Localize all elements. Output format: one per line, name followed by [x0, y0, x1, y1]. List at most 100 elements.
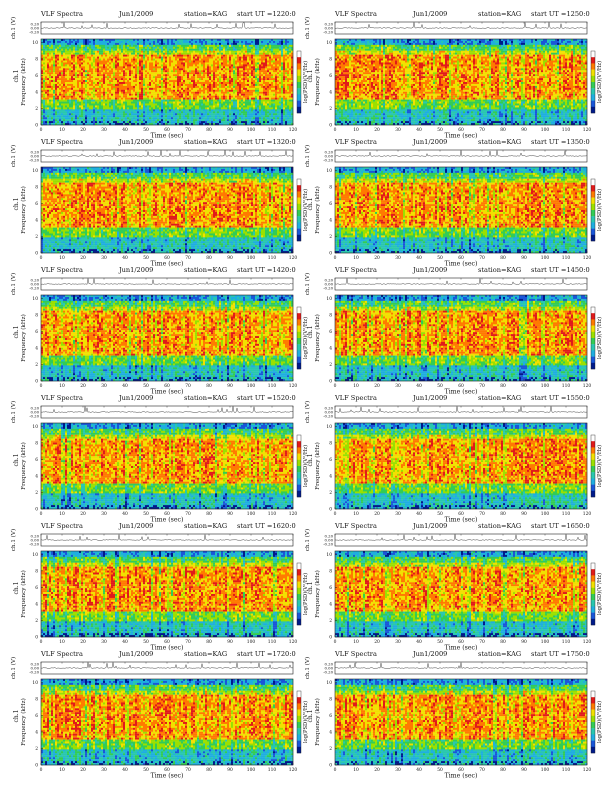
spectrogram-cell	[81, 104, 83, 106]
spectrogram-cell	[117, 78, 119, 80]
spectrogram-cell	[105, 80, 107, 82]
spectrogram-cell	[185, 84, 187, 86]
spectrogram-cell	[237, 43, 239, 45]
spectrogram-cell	[253, 117, 255, 119]
spectrogram-cell	[105, 64, 107, 66]
spectrogram-cell	[123, 111, 125, 113]
spectrogram-cell	[119, 55, 121, 57]
spectrogram-cell	[105, 102, 107, 104]
spectrogram-cell	[237, 45, 239, 47]
spectrogram-cell	[115, 104, 117, 106]
spectrogram-cell	[187, 100, 189, 102]
spectrogram-cell	[227, 100, 229, 102]
spectrogram-cell	[177, 39, 179, 41]
spectrogram-cell	[109, 49, 111, 51]
spectrogram-cell	[71, 78, 73, 80]
spectrogram-cell	[137, 62, 139, 64]
spectrogram-cell	[241, 88, 243, 90]
spectrogram-cell	[117, 57, 119, 59]
spectrogram-cell	[247, 59, 249, 61]
spectrogram-cell	[157, 88, 159, 90]
spectrogram-cell	[185, 78, 187, 80]
spectrogram-cell	[229, 98, 231, 100]
spectrogram-cell	[251, 115, 253, 117]
spectrogram-cell	[95, 94, 97, 96]
spectrogram-cell	[119, 98, 121, 100]
spectrogram-cell	[213, 80, 215, 82]
spectrogram-cell	[65, 41, 67, 43]
spectrogram-cell	[123, 78, 125, 80]
spectrogram-cell	[59, 104, 61, 106]
spectrogram-cell	[195, 59, 197, 61]
spectrogram-cell	[259, 66, 261, 68]
spectrogram-cell	[165, 98, 167, 100]
spectrogram-cell	[235, 92, 237, 94]
spectrogram-cell	[197, 117, 199, 119]
spectrogram-cell	[259, 111, 261, 113]
spectrogram-cell	[227, 61, 229, 63]
spectrogram-cell	[107, 61, 109, 63]
spectrogram-cell	[103, 41, 105, 43]
spectrogram-cell	[45, 90, 47, 92]
spectrogram-cell	[161, 78, 163, 80]
spectrogram-cell	[233, 98, 235, 100]
spectrogram-cell	[193, 41, 195, 43]
spectrogram-cell	[137, 66, 139, 68]
spectrogram-cell	[121, 66, 123, 68]
spectrogram-cell	[243, 104, 245, 106]
spectrogram-cell	[91, 39, 93, 41]
spectrogram-cell	[153, 80, 155, 82]
spectrogram-cell	[185, 51, 187, 53]
spectrogram-cell	[209, 96, 211, 98]
spectrogram-cell	[85, 61, 87, 63]
spectrogram-cell	[227, 92, 229, 94]
spectrogram-cell	[203, 41, 205, 43]
spectrogram-cell	[189, 111, 191, 113]
spectrogram-cell	[215, 107, 217, 109]
spectrogram-cell	[193, 55, 195, 57]
spectrogram-cell	[87, 74, 89, 76]
spectrogram-cell	[251, 76, 253, 78]
spectrogram-cell	[87, 109, 89, 111]
spectrogram-cell	[223, 113, 225, 115]
spectrogram-cell	[85, 59, 87, 61]
spectrogram-cell	[209, 117, 211, 119]
spectrogram-cell	[243, 113, 245, 115]
spectrogram-cell	[153, 78, 155, 80]
spectrogram-cell	[129, 115, 131, 117]
spectrogram-cell	[213, 86, 215, 88]
spectrogram-cell	[59, 78, 61, 80]
spectrogram-cell	[247, 94, 249, 96]
spectrogram-cell	[163, 55, 165, 57]
spectrogram-cell	[181, 86, 183, 88]
spectrogram-cell	[91, 109, 93, 111]
spectrogram-cell	[105, 86, 107, 88]
spectrogram-cell	[249, 39, 251, 41]
spectrogram-cell	[95, 41, 97, 43]
spectrogram-cell	[81, 55, 83, 57]
spectrogram-cell	[221, 111, 223, 113]
spectrogram-cell	[201, 57, 203, 59]
spectrogram-cell	[103, 68, 105, 70]
spectrogram-cell	[61, 61, 63, 63]
spectrogram-cell	[63, 72, 65, 74]
spectrogram-cell	[165, 119, 167, 121]
spectrogram-cell	[111, 66, 113, 68]
spectrogram-cell	[155, 119, 157, 121]
spectrogram-cell	[239, 78, 241, 80]
spectrogram-cell	[117, 113, 119, 115]
spectrogram-cell	[261, 105, 263, 107]
spectrogram-cell	[221, 43, 223, 45]
spectrogram-cell	[151, 59, 153, 61]
spectrogram-cell	[87, 59, 89, 61]
spectrogram-cell	[85, 82, 87, 84]
spectrogram-cell	[199, 119, 201, 121]
spectrogram-cell	[261, 64, 263, 66]
spectrogram-cell	[85, 92, 87, 94]
spectrogram-cell	[91, 66, 93, 68]
spectrogram-cell	[143, 72, 145, 74]
spectrogram-cell	[235, 57, 237, 59]
spectrogram-cell	[231, 64, 233, 66]
spectrogram-cell	[73, 115, 75, 117]
spectrogram-cell	[77, 66, 79, 68]
